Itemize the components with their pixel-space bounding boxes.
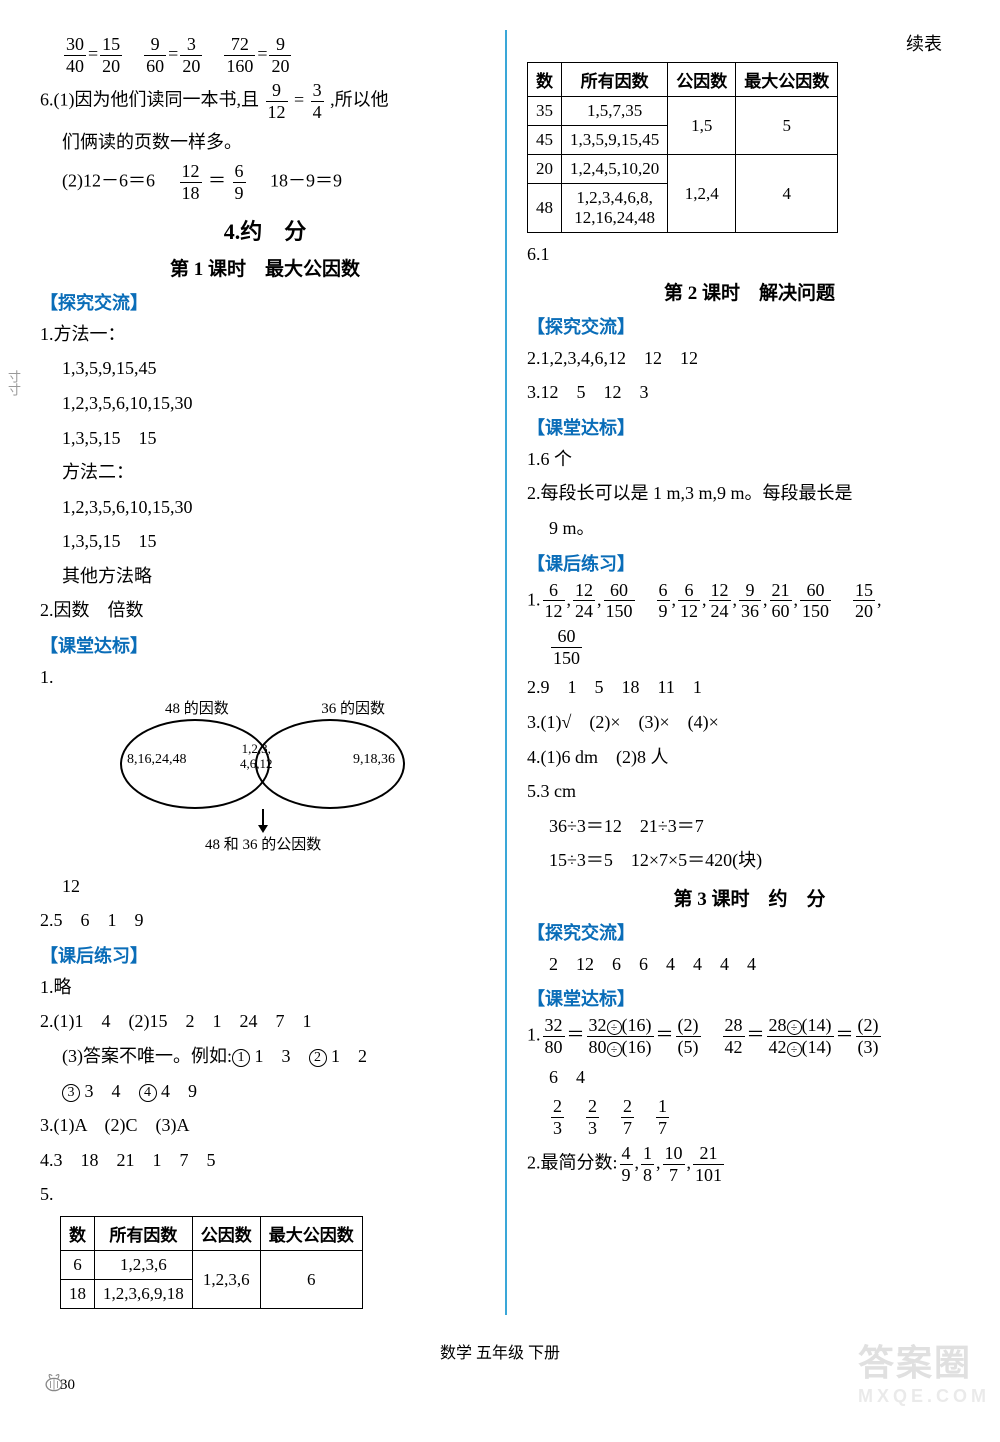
other-label: 其他方法略	[40, 561, 490, 592]
r-ac2-item1: 1.612,1224,60150 69,612,1224,936,2160,60…	[527, 580, 972, 622]
r-cs3-item2: 2.最简分数:49,18,107,21101	[527, 1143, 972, 1185]
eq2: ＝	[208, 171, 226, 191]
r-exp2-l1: 2.1,2,3,4,6,12 12 12	[527, 343, 972, 374]
r-label-explore3: 【探究交流】	[527, 919, 972, 945]
watermark: 答案圈 MXQE.COM	[858, 1334, 990, 1407]
q6-line2: 们俩读的页数一样多。	[40, 127, 490, 158]
ac-item2-l1: 2.(1)1 4 (2)15 2 1 24 7 1	[40, 1006, 490, 1037]
left-column: 3040=1520 960=320 72160=920 6.(1)因为他们读同一…	[40, 30, 500, 1315]
venn-label-48: 48 的因数	[165, 697, 229, 718]
lesson2-title: 第 2 课时 解决问题	[527, 278, 972, 305]
q6-l3-before: (2)12－6＝6	[62, 171, 173, 191]
cut-mark: 寸寸	[4, 370, 23, 396]
m1-label: 1.方法一：	[40, 319, 490, 350]
m1-r2: 1,2,3,5,6,10,15,30	[40, 388, 490, 419]
r-ac2-item5-l1: 5.3 cm	[527, 776, 972, 807]
r-cs3-item1-l3: 23 23 27 17	[527, 1096, 972, 1138]
venn-diagram: 48 的因数 36 的因数 8,16,24,48 1,2,3,4,6,12 9,…	[105, 697, 425, 867]
m2-r2: 1,3,5,15 15	[40, 526, 490, 557]
r-cs2-l2: 2.每段长可以是 1 m,3 m,9 m。每段最长是	[527, 478, 972, 509]
lesson1-title: 第 1 课时 最大公因数	[40, 254, 490, 281]
ac-item3: 3.(1)A (2)C (3)A	[40, 1110, 490, 1141]
page-number-wrap: 30	[0, 1373, 1000, 1413]
table-factors-left: 数所有因数公因数最大公因数61,2,3,61,2,3,66181,2,3,6,9…	[60, 1216, 363, 1309]
r-ac2-item5-l2: 36÷3＝12 21÷3＝7	[527, 811, 972, 842]
column-divider	[505, 30, 507, 1315]
label-explore: 【探究交流】	[40, 289, 490, 315]
eq: =	[294, 90, 304, 110]
table-factors-right: 数所有因数公因数最大公因数351,5,7,351,55451,3,5,9,15,…	[527, 62, 838, 233]
r-cs2-l1: 1.6 个	[527, 444, 972, 475]
r-ac2-item5-l3: 15÷3＝5 12×7×5＝420(块)	[527, 845, 972, 876]
ac-item2-l3: 3 3 4 4 4 9	[40, 1076, 490, 1107]
venn-label-bottom: 48 和 36 的公因数	[205, 833, 321, 854]
section-title: 4.约 分	[40, 214, 490, 246]
r-ac2-item3: 3.(1)√ (2)× (3)× (4)×	[527, 707, 972, 738]
top-fraction-row: 3040=1520 960=320 72160=920	[40, 34, 490, 76]
right-column: 续表 数所有因数公因数最大公因数351,5,7,351,55451,3,5,9,…	[512, 30, 972, 1315]
r-label-classstd3: 【课堂达标】	[527, 985, 972, 1011]
m1-r1: 1,3,5,9,15,45	[40, 353, 490, 384]
label-classstd: 【课堂达标】	[40, 632, 490, 658]
r-cs2-l2b: 9 m。	[527, 513, 972, 544]
q6-line1: 6.(1)因为他们读同一本书,且 912 = 34 ,所以他	[40, 80, 490, 122]
ac-item2-l2: (3)答案不唯一。例如:1 1 3 2 1 2	[40, 1041, 490, 1072]
ac-item4: 4.3 18 21 1 7 5	[40, 1145, 490, 1176]
venn-arrow-icon	[262, 809, 264, 831]
cont-label: 续表	[527, 30, 972, 56]
cs-item1-label: 1.	[40, 662, 490, 693]
r-ac2-item1b: 60150	[527, 626, 972, 668]
r-item6-1: 6.1	[527, 239, 972, 270]
m2-label: 方法二：	[40, 457, 490, 488]
r-exp3-l1: 2 12 6 6 4 4 4 4	[527, 949, 972, 980]
label-afterclass: 【课后练习】	[40, 942, 490, 968]
r-label-classstd: 【课堂达标】	[527, 414, 972, 440]
r-exp2-l2: 3.12 5 12 3	[527, 377, 972, 408]
watermark-sub: MXQE.COM	[858, 1386, 990, 1407]
venn-txt-left: 8,16,24,48	[127, 752, 187, 768]
cs-item1-ans: 12	[40, 871, 490, 902]
m2-r1: 1,2,3,5,6,10,15,30	[40, 492, 490, 523]
footer: 数学 五年级 下册	[0, 1335, 1000, 1373]
cs-item2: 2.5 6 1 9	[40, 905, 490, 936]
venn-txt-right: 9,18,36	[353, 752, 395, 768]
frac-9-12: 912	[266, 80, 288, 122]
frac-12-18: 1218	[180, 161, 202, 203]
q6-line3: (2)12－6＝6 1218 ＝ 69 18－9＝9	[40, 161, 490, 203]
r-cs3-item1-l2: 6 4	[527, 1062, 972, 1093]
explore-item2: 2.因数 倍数	[40, 595, 490, 626]
ac-item5-label: 5.	[40, 1179, 490, 1210]
venn-txt-mid: 1,2,3,4,6,12	[240, 741, 273, 772]
m1-r3: 1,3,5,15 15	[40, 423, 490, 454]
q6-l1-after: ,所以他	[330, 90, 389, 110]
frac-6-9: 69	[233, 161, 246, 203]
page: 3040=1520 960=320 72160=920 6.(1)因为他们读同一…	[0, 0, 1000, 1335]
r-label-afterclass: 【课后练习】	[527, 550, 972, 576]
lesson3-title: 第 3 课时 约 分	[527, 884, 972, 911]
r-ac2-item4: 4.(1)6 dm (2)8 人	[527, 742, 972, 773]
q6-l3-after: 18－9＝9	[252, 171, 342, 191]
r-ac2-item2: 2.9 1 5 18 11 1	[527, 672, 972, 703]
ac-item1: 1.略	[40, 972, 490, 1003]
page-number: 30	[60, 1377, 75, 1394]
venn-label-36: 36 的因数	[321, 697, 385, 718]
frac-3-4: 34	[311, 80, 324, 122]
r-label-explore: 【探究交流】	[527, 313, 972, 339]
q6-l1-before: 6.(1)因为他们读同一本书,且	[40, 90, 259, 110]
watermark-main: 答案圈	[858, 1342, 972, 1383]
r-cs3-item1: 1.3280＝32÷(16)80÷(16)＝(2)(5) 2842＝28÷(14…	[527, 1015, 972, 1057]
